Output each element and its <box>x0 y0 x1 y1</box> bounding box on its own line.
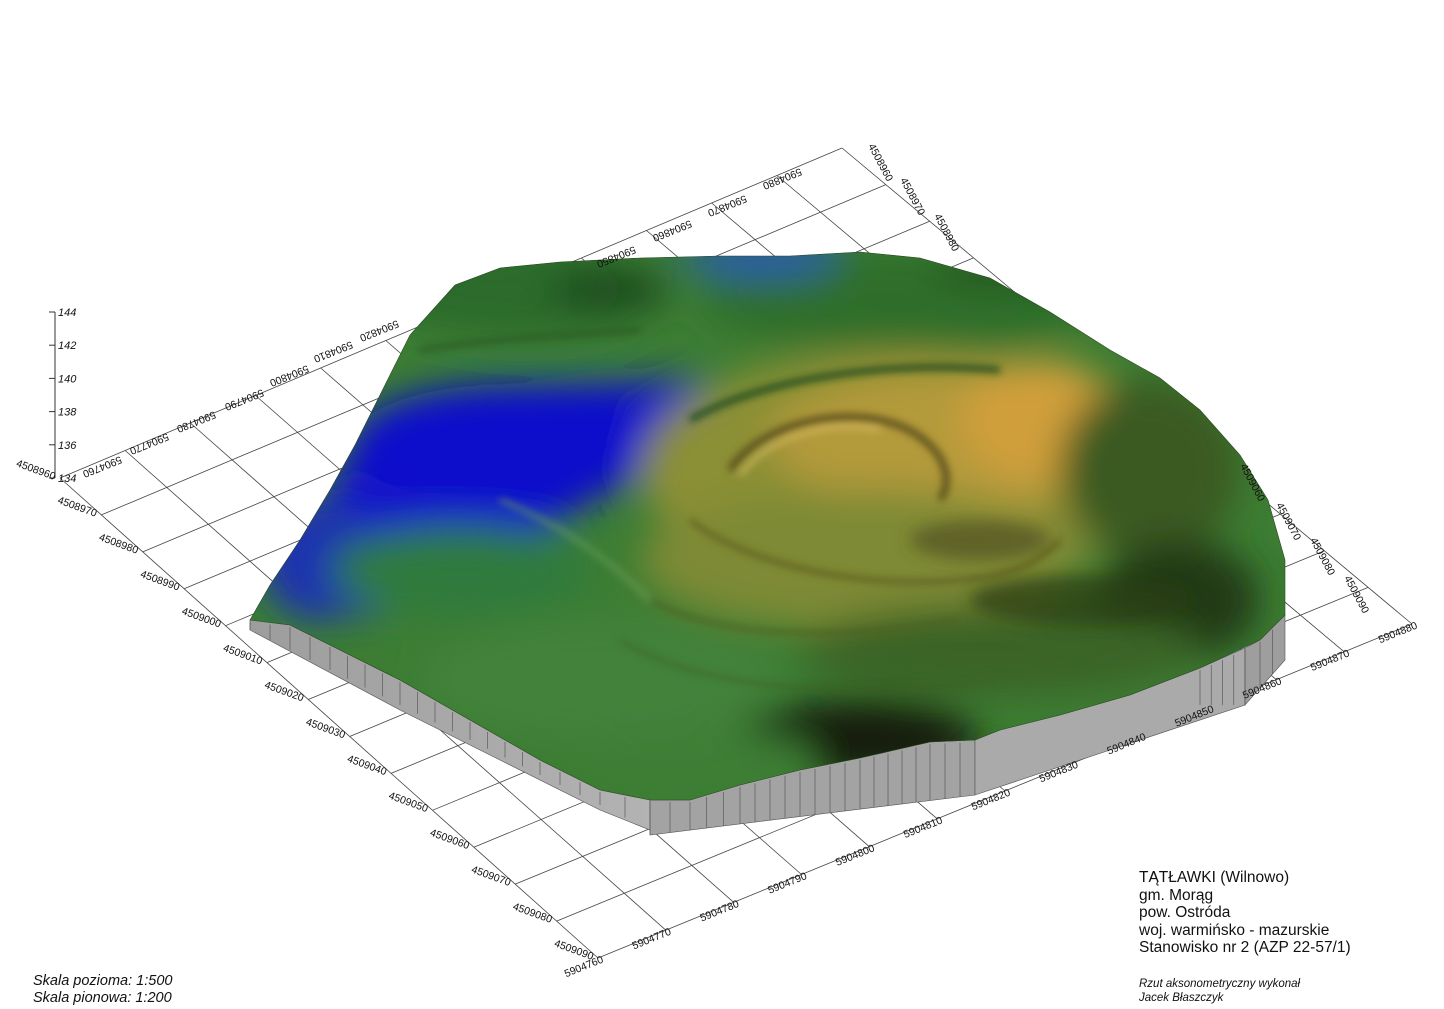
z-axis-tick-label: 136 <box>58 440 77 452</box>
y-axis-tick-label: 4508970 <box>56 494 99 519</box>
x-axis-tick-label: 5904810 <box>902 814 945 840</box>
back-y-tick-label: 4508960 <box>865 142 895 184</box>
x-axis-tick-label: 5904790 <box>766 870 809 896</box>
vertical-scale: Skala pionowa: 1:200 <box>33 990 172 1006</box>
terrain-surface <box>250 252 1285 800</box>
grid-line <box>597 623 1413 959</box>
county: pow. Ostróda <box>1139 904 1231 921</box>
y-axis-tick-label: 4508980 <box>97 531 140 556</box>
province: woj. warmińsko - mazurskie <box>1139 921 1330 939</box>
back-x-tick-label: 5904800 <box>268 362 311 388</box>
base-walls <box>249 614 1286 836</box>
y-axis-tick-label: 4509080 <box>511 901 554 926</box>
horizontal-scale: Skala pozioma: 1:500 <box>33 973 173 989</box>
back-y-tick-label: 4508980 <box>931 212 961 254</box>
y-axis-tick-label: 4509020 <box>263 679 306 704</box>
author-credit: Rzut aksonometryczny wykonał Jacek Błasz… <box>1139 977 1300 1005</box>
commune: gm. Morąg <box>1139 886 1214 904</box>
back-y-tick-label: 4509080 <box>1307 536 1337 578</box>
back-x-tick-label: 5904780 <box>175 408 218 434</box>
x-axis-tick-label: 5904770 <box>631 926 674 952</box>
y-axis-tick-label: 4509010 <box>221 642 264 667</box>
x-axis-tick-label: 5904870 <box>1309 647 1352 673</box>
site-name: TĄTŁAWKI (Wilnowo) <box>1139 869 1290 886</box>
grid-line <box>59 477 599 959</box>
back-y-tick-label: 4508970 <box>897 176 927 218</box>
author-line-2: Jacek Błaszczyk <box>1139 992 1224 1004</box>
x-axis-tick-label: 5904800 <box>834 842 877 868</box>
back-x-tick-label: 5904790 <box>223 386 266 412</box>
y-axis-tick-label: 4508960 <box>15 458 58 483</box>
back-x-tick-label: 5904760 <box>81 453 124 479</box>
y-axis-tick-label: 4508990 <box>139 568 182 593</box>
site-number: Stanowisko nr 2 (AZP 22-57/1) <box>1139 939 1351 956</box>
x-axis-tick-label: 5904780 <box>698 898 741 924</box>
y-axis-tick-label: 4509030 <box>304 716 347 741</box>
back-x-tick-label: 5904770 <box>128 430 171 456</box>
y-axis-tick-label: 4509060 <box>428 827 471 852</box>
author-line-1: Rzut aksonometryczny wykonał <box>1139 978 1301 990</box>
back-x-tick-label: 5904820 <box>358 317 401 343</box>
y-axis-tick-label: 4509090 <box>553 938 596 963</box>
site-legend: TĄTŁAWKI (Wilnowo) gm. Morąg pow. Ostród… <box>1139 869 1351 957</box>
y-axis-tick-label: 4509040 <box>346 753 389 778</box>
z-axis-tick-label: 140 <box>58 373 77 385</box>
z-axis: 134 136 138 140 142 144 <box>49 307 77 485</box>
y-axis-tick-label: 4509000 <box>180 605 223 630</box>
back-x-tick-label: 5904880 <box>761 165 804 191</box>
z-axis-tick-label: 144 <box>58 307 76 319</box>
z-axis-tick-label: 134 <box>58 473 76 485</box>
y-axis-tick-label: 4509070 <box>470 864 513 889</box>
x-axis-tick-label: 5904880 <box>1377 620 1420 646</box>
z-axis-tick-label: 138 <box>58 407 77 419</box>
back-y-tick-label: 4509090 <box>1341 574 1371 616</box>
y-axis-tick-label: 4509050 <box>387 790 430 815</box>
back-x-tick-label: 5904810 <box>312 338 355 364</box>
z-axis-tick-label: 142 <box>58 340 76 352</box>
scale-info: Skala pozioma: 1:500 Skala pionowa: 1:20… <box>33 973 172 1007</box>
back-x-tick-label: 5904860 <box>651 217 694 243</box>
